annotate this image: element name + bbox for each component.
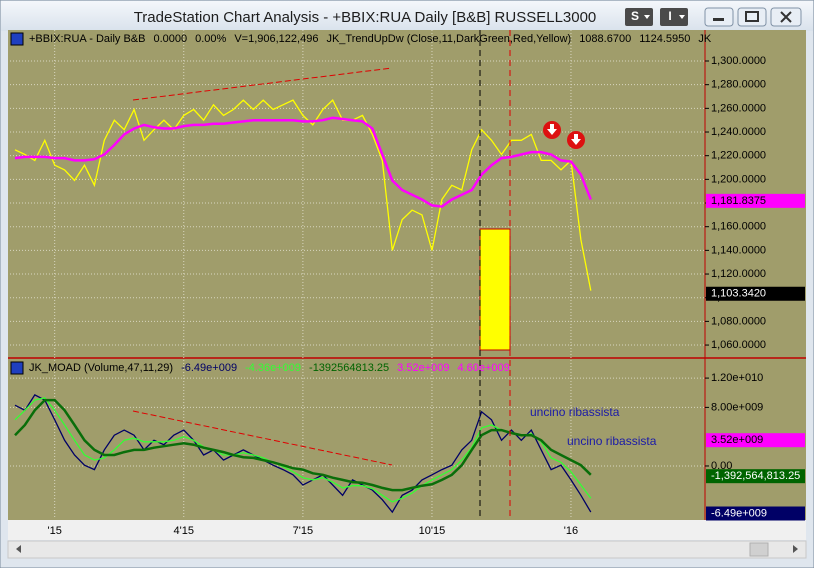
y-tick-label: 1,160.0000 [711,221,766,233]
minimize-button[interactable] [704,7,734,27]
series-line [14,99,592,291]
header-item: 0.0000 [153,33,187,45]
value-flag-label: -6.49e+009 [711,507,767,519]
button-label[interactable]: I [668,9,671,23]
sell-arrow-glyph [547,124,557,135]
value-flag-label: 1,103.3420 [711,288,766,300]
y-tick-label: 1.20e+010 [711,372,763,384]
window-title: TradeStation Chart Analysis - +BBIX:RUA … [134,9,597,26]
value-flag [706,193,805,208]
y-tick-label: 1,240.0000 [711,126,766,138]
header-item: V=1,906,122,496 [234,33,318,45]
x-tick-label: 10'15 [419,525,446,537]
header-item: 1124.5950 [639,33,690,45]
value-flag-label: 1,181.8375 [711,195,766,207]
value-flag [706,286,805,301]
maximize-button[interactable] [737,7,767,27]
header-item: -4.36e+009 [245,362,301,374]
x-tick-label: 4'15 [174,525,194,537]
header-item: 1088.6700 [579,33,631,45]
panel-header: +BBIX:RUA - Daily B&B 0.0000 0.00% V=1,906,… [29,33,712,45]
value-flag-label: -1,392,564,813.25 [711,470,800,482]
y-tick-label: 1,260.0000 [711,102,766,114]
y-tick-label: 1,120.0000 [711,268,766,280]
panel-header: JK_MOAD (Volume,47,11,29) -6.49e+009 -4.36… [29,362,510,374]
close-button[interactable] [770,7,802,27]
series-line [14,397,592,503]
header-item: +BBIX:RUA - Daily B&B [29,33,145,45]
series-line [14,116,592,208]
header-item: -6.49e+009 [181,362,237,374]
toolbar-button[interactable]: S [625,8,653,26]
y-tick-label: 0.00 [711,460,732,472]
value-flag [706,433,805,448]
annotation: uncino ribassista [530,405,620,419]
y-tick-label: 1,140.0000 [711,244,766,256]
button-label[interactable]: S [631,9,639,23]
series-line [14,398,592,492]
header-item: 0.00% [195,33,226,45]
header-item: JK_TrendUpDw (Close,11,DarkGreen,Red,Yel… [326,33,571,45]
scrollbar[interactable] [7,540,807,559]
chart-background [8,30,806,520]
x-tick-label: 7'15 [293,525,313,537]
x-tick-label: '16 [564,525,578,537]
value-flag-label: 3.52e+009 [711,434,763,446]
value-flag [706,469,805,484]
trend-line [132,410,393,466]
y-tick-label: 1,200.0000 [711,173,766,185]
y-tick-label: 1,300.0000 [711,55,766,67]
study-icon [10,32,24,46]
y-tick-label: 8.00e+009 [711,401,763,413]
header-item: 4.60e+009 [457,362,509,374]
y-tick-label: 1,060.0000 [711,339,766,351]
sell-arrow-glyph [571,134,581,145]
header-item: JK_MOAD (Volume,47,11,29) [29,362,173,374]
study-icon [10,361,24,375]
value-flag [706,506,805,521]
date-axis [8,520,806,540]
trend-line [132,67,393,101]
y-tick-label: 1,080.0000 [711,315,766,327]
highlight-box [479,228,511,351]
header-item: JK [698,33,712,45]
header-item: 3.52e+009 [397,362,449,374]
y-tick-label: 1,220.0000 [711,150,766,162]
plot-layer: '15 4'15 7'15 10'15 '16 1,060.0000 1,080.0000 1… [10,30,805,537]
header-item: -1392564813.25 [309,362,389,374]
annotation: uncino ribassista [567,434,657,448]
toolbar-button[interactable]: I [660,8,688,26]
x-tick-label: '15 [48,525,62,537]
y-tick-label: 1,280.0000 [711,79,766,91]
